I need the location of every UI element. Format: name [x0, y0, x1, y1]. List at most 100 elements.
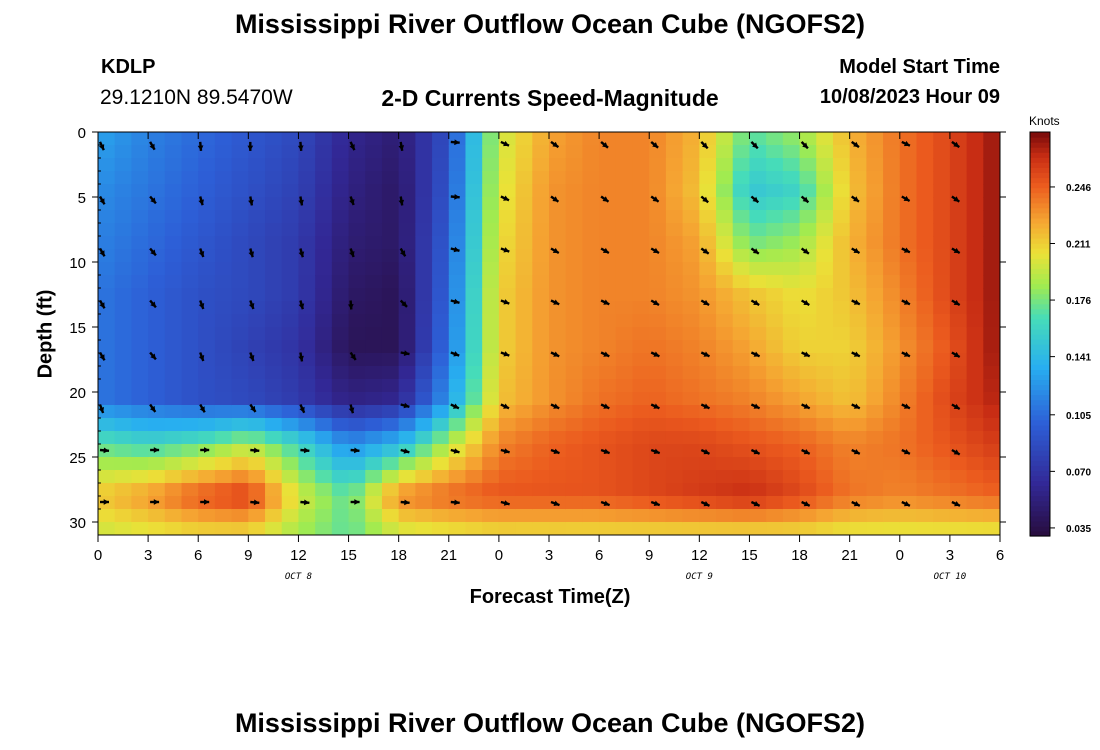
current-vector-arrow: [851, 351, 861, 358]
current-vector-arrow: [851, 247, 861, 255]
heatmap-cell: [832, 301, 851, 315]
current-vector-arrow: [297, 141, 304, 152]
heatmap-cell: [832, 405, 851, 419]
heatmap-cell: [432, 249, 450, 263]
colorbar-swatch: [1030, 485, 1050, 492]
heatmap-cell: [265, 418, 283, 432]
heatmap-cell: [365, 210, 383, 224]
heatmap-cell: [849, 483, 867, 497]
heatmap-cell: [348, 275, 366, 289]
colorbar-swatch: [1030, 500, 1050, 507]
heatmap-cell: [348, 236, 366, 250]
heatmap-cell: [782, 158, 801, 172]
heatmap-cell: [716, 288, 734, 302]
heatmap-cell: [832, 522, 851, 535]
heatmap-cell: [164, 145, 183, 159]
heatmap-cell: [381, 301, 400, 315]
colorbar-swatch: [1030, 470, 1050, 476]
heatmap-cell: [164, 301, 183, 315]
heatmap-cell: [281, 236, 300, 250]
heatmap-cell: [281, 327, 300, 341]
heatmap-cell: [415, 301, 433, 315]
heatmap-cell: [649, 145, 667, 159]
heatmap-cell: [883, 379, 901, 393]
heatmap-cell: [448, 314, 467, 328]
heatmap-cell: [983, 405, 1000, 419]
heatmap-cell: [482, 210, 500, 224]
current-vector-arrow: [1002, 450, 1009, 455]
heatmap-cell: [515, 418, 533, 432]
heatmap-cell: [114, 223, 132, 237]
heatmap-cell: [448, 145, 467, 159]
heatmap-cell: [883, 288, 901, 302]
current-vector-arrow: [98, 404, 105, 414]
colorbar-swatch: [1030, 364, 1050, 370]
heatmap-cell: [916, 145, 934, 159]
heatmap-cell: [949, 392, 968, 406]
heatmap-cell: [766, 457, 784, 471]
heatmap-cell: [599, 236, 617, 250]
heatmap-cell: [799, 236, 817, 250]
heatmap-cell: [148, 145, 166, 159]
heatmap-cell: [298, 340, 316, 354]
heatmap-cell: [699, 340, 717, 354]
heatmap-cell: [549, 509, 567, 523]
heatmap-cell: [732, 483, 751, 497]
current-vector-arrow: [500, 195, 510, 202]
heatmap-cell: [632, 184, 650, 198]
heatmap-cell: [699, 496, 717, 510]
heatmap-cell: [883, 431, 901, 445]
heatmap-cell: [348, 223, 366, 237]
heatmap-cell: [198, 145, 216, 159]
heatmap-cell: [749, 158, 767, 172]
heatmap-cell: [298, 418, 316, 432]
heatmap-cell: [866, 158, 884, 172]
heatmap-cell: [198, 509, 216, 523]
current-vector-arrow: [450, 139, 460, 146]
heatmap-cell: [682, 392, 700, 406]
heatmap-cell: [899, 223, 918, 237]
heatmap-cell: [114, 379, 132, 393]
heatmap-cell: [899, 496, 918, 510]
current-vector-arrow: [600, 500, 611, 507]
heatmap-cell: [899, 184, 918, 198]
heatmap-cell: [766, 158, 784, 172]
current-vector-arrow: [700, 448, 711, 455]
heatmap-cell: [615, 353, 634, 367]
heatmap-cell: [181, 171, 199, 185]
heatmap-cell: [181, 301, 199, 315]
heatmap-cell: [348, 171, 366, 185]
heatmap-cell: [265, 249, 283, 263]
heatmap-cell: [231, 418, 249, 432]
heatmap-cell: [198, 184, 216, 198]
heatmap-cell: [315, 327, 333, 341]
heatmap-cell: [665, 327, 684, 341]
heatmap-cell: [331, 301, 350, 315]
heatmap-cell: [365, 288, 383, 302]
heatmap-cell: [181, 444, 199, 458]
heatmap-cell: [699, 522, 717, 535]
heatmap-cell: [549, 145, 567, 159]
heatmap-cell: [916, 379, 934, 393]
colorbar-swatch: [1030, 359, 1050, 365]
heatmap-cell: [766, 171, 784, 185]
heatmap-cell: [582, 288, 600, 302]
heatmap-cell: [799, 496, 817, 510]
heatmap-cell: [615, 496, 634, 510]
heatmap-cell: [482, 522, 500, 535]
heatmap-cell: [465, 301, 483, 315]
heatmap-cell: [799, 444, 817, 458]
current-vector-arrow: [951, 500, 961, 507]
heatmap-cell: [599, 340, 617, 354]
heatmap-cell: [148, 392, 166, 406]
heatmap-cell: [565, 210, 583, 224]
heatmap-cell: [515, 483, 533, 497]
heatmap-cell: [899, 171, 918, 185]
heatmap-cell: [632, 522, 650, 535]
heatmap-cell: [432, 444, 450, 458]
heatmap-cell: [716, 457, 734, 471]
heatmap-cell: [933, 145, 951, 159]
heatmap-cell: [749, 132, 767, 146]
heatmap-cell: [649, 288, 667, 302]
heatmap-cell: [782, 327, 801, 341]
